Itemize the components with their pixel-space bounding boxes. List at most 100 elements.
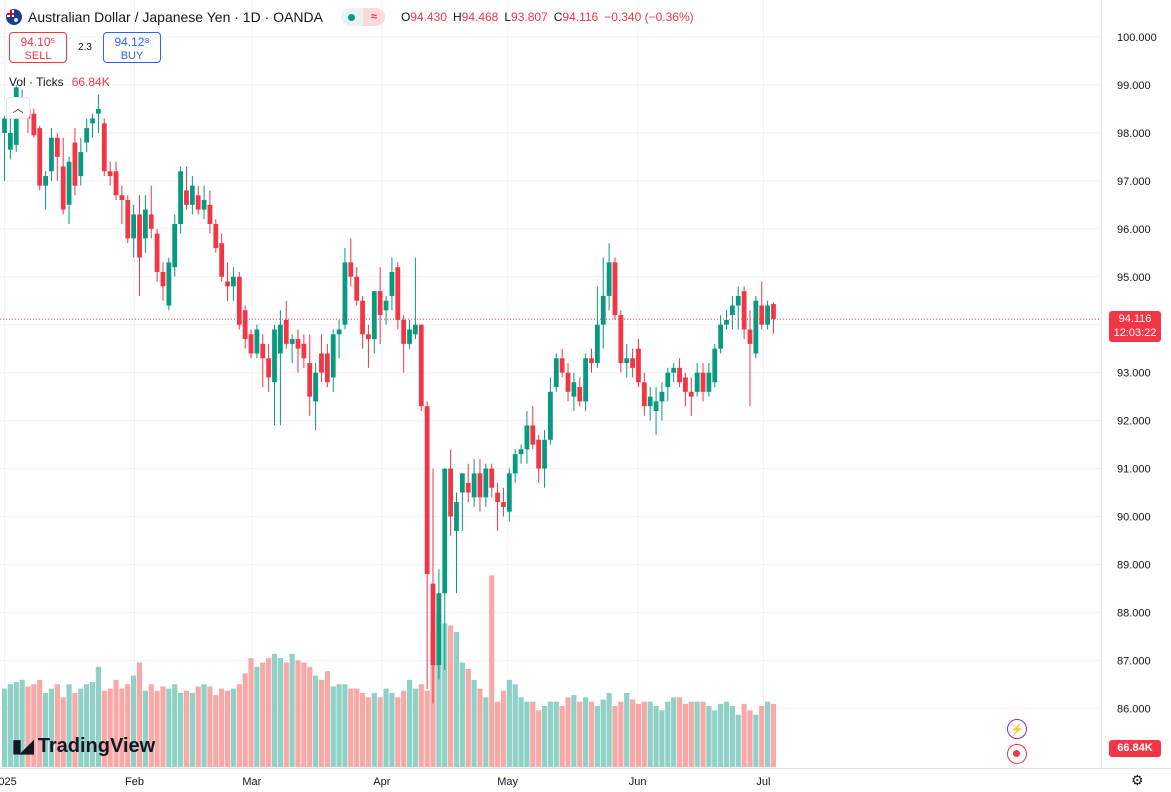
volume-bar (95, 666, 102, 767)
candle-body (712, 348, 718, 383)
volume-bar (518, 697, 524, 767)
price-tick-label: 88.000 (1117, 607, 1151, 619)
volume-bar (453, 631, 460, 767)
candle-body (741, 291, 747, 330)
candle-body (78, 152, 84, 177)
candle-body (530, 425, 536, 445)
volume-bar (706, 706, 712, 767)
volume-bar (412, 688, 418, 767)
price-tick-label: 87.000 (1117, 655, 1151, 667)
candle-body (184, 190, 189, 205)
candle-body (471, 473, 477, 498)
volume-bar (342, 684, 348, 767)
time-tick-label: Apr (373, 776, 390, 788)
candle-body (389, 271, 395, 296)
candle-body (747, 329, 753, 344)
price-tick-label: 86.000 (1117, 703, 1151, 715)
candle-body (231, 276, 236, 287)
volume-bar (747, 710, 753, 767)
volume-bar (395, 697, 401, 767)
sell-button[interactable]: 94.10⁵ SELL (9, 32, 67, 63)
candle-body (330, 334, 336, 378)
volume-bar (307, 666, 313, 767)
volume-bar (84, 684, 90, 767)
volume-bar (694, 701, 700, 767)
volume-bar (178, 692, 184, 767)
candle-body (518, 449, 524, 455)
volume-bar (512, 684, 518, 767)
candle-body (371, 291, 377, 340)
candle-body (765, 305, 770, 325)
volume-bar (365, 697, 372, 767)
candle-body (542, 439, 547, 469)
volume-bar (72, 692, 78, 767)
candle-body (342, 262, 348, 325)
candle-body (289, 339, 295, 344)
volume-bar (530, 701, 536, 767)
volume-bar (676, 697, 683, 767)
volume-bar (406, 679, 413, 767)
candle-body (694, 372, 700, 392)
market-open-dot-icon (340, 8, 363, 26)
candle-body (641, 382, 647, 407)
volume-bar (477, 688, 483, 767)
volume-bar (641, 701, 647, 767)
candle-body (559, 358, 565, 373)
settings-gear-icon[interactable]: ⚙ (1131, 772, 1144, 788)
candle-body (477, 473, 483, 498)
candle-body (395, 267, 401, 320)
candle-body (401, 319, 407, 344)
volume-bar (588, 701, 595, 767)
volume-bar (283, 662, 289, 767)
volume-bar (618, 701, 624, 767)
volume-bar (189, 692, 195, 767)
volume-bar (735, 714, 741, 767)
volume-bar (594, 706, 600, 767)
volume-bar (665, 701, 671, 767)
candle-body (7, 132, 13, 150)
volume-bar (142, 690, 148, 767)
candle-body (418, 324, 424, 407)
volume-bar (131, 675, 137, 767)
candle-body (683, 377, 688, 392)
volume-bars (1, 575, 777, 767)
volume-value: 66.84K (71, 75, 110, 89)
candle-body (448, 468, 454, 517)
collapse-icon[interactable]: ︿ (6, 97, 30, 119)
price-tick-label: 90.000 (1117, 512, 1151, 524)
candle-body (706, 372, 712, 392)
tradingview-logo[interactable]: ▮◢ TradingView (12, 735, 156, 757)
record-icon[interactable] (1007, 744, 1027, 764)
buy-button[interactable]: 94.12⁸ BUY (103, 32, 161, 63)
volume-bar (348, 688, 354, 767)
lightning-icon[interactable]: ⚡ (1007, 719, 1027, 739)
volume-bar (553, 701, 559, 767)
candle-body (729, 305, 735, 316)
volume-bar (682, 703, 689, 767)
candle-body (260, 343, 266, 359)
candle-body (248, 334, 254, 354)
candle-body (636, 348, 641, 383)
volume-bar (671, 697, 677, 767)
candle-body (606, 262, 612, 296)
volume-bar (183, 690, 190, 767)
volume-bar (213, 695, 219, 767)
volume-bar (418, 684, 424, 767)
price-axis-bg (1101, 0, 1171, 792)
volume-bar (248, 658, 254, 767)
candle-body (301, 343, 307, 359)
volume-bar (31, 684, 37, 767)
candle-body (571, 382, 577, 397)
candle-body (49, 137, 54, 172)
candle-body (148, 214, 154, 229)
volume-bar (242, 673, 248, 767)
candle-body (90, 118, 95, 124)
symbol-title[interactable]: Australian Dollar / Japanese Yen · 1D · … (28, 9, 323, 25)
price-axis: 86.000 87.000 88.000 89.000 90.000 91.000 92.0… (1101, 0, 1171, 792)
price-tick-label: 93.000 (1117, 368, 1151, 380)
candle-body (66, 161, 72, 205)
candle-body (195, 195, 201, 210)
volume-bar (207, 686, 213, 767)
market-status-pill[interactable]: ≈ (340, 8, 385, 26)
